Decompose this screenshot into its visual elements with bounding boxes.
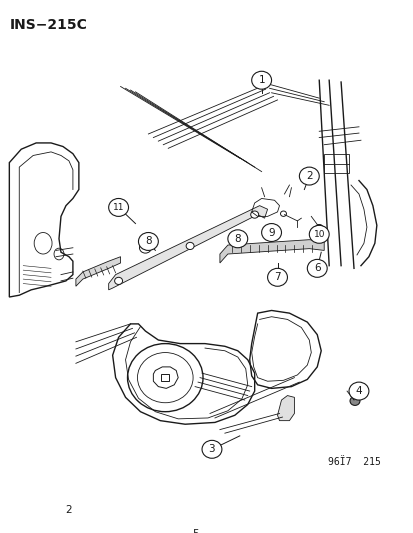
Circle shape — [227, 230, 247, 248]
Text: 7: 7 — [273, 272, 280, 282]
Circle shape — [251, 71, 271, 89]
Text: 11: 11 — [113, 203, 124, 212]
Circle shape — [59, 501, 78, 519]
Text: 8: 8 — [145, 237, 151, 246]
Circle shape — [299, 167, 318, 185]
Circle shape — [261, 223, 281, 241]
Circle shape — [250, 211, 258, 218]
Polygon shape — [219, 240, 323, 263]
Text: 5: 5 — [191, 529, 198, 533]
Text: 9: 9 — [268, 228, 274, 238]
Text: 2: 2 — [305, 171, 312, 181]
Circle shape — [114, 277, 122, 285]
Polygon shape — [76, 257, 120, 286]
Circle shape — [186, 243, 194, 249]
Text: 10: 10 — [313, 230, 324, 239]
Text: INS−215C: INS−215C — [9, 18, 87, 31]
Circle shape — [309, 225, 328, 243]
Circle shape — [349, 397, 359, 406]
Circle shape — [348, 382, 368, 400]
Circle shape — [108, 198, 128, 216]
Text: 96Ї7  215: 96Ї7 215 — [327, 457, 380, 467]
Text: 4: 4 — [355, 386, 361, 396]
Circle shape — [185, 526, 204, 533]
Text: 2: 2 — [66, 505, 72, 515]
Polygon shape — [277, 395, 294, 421]
Polygon shape — [108, 206, 267, 290]
Text: 1: 1 — [258, 75, 264, 85]
Text: 8: 8 — [234, 234, 240, 244]
Circle shape — [306, 260, 326, 277]
Circle shape — [138, 232, 158, 251]
Circle shape — [267, 268, 287, 286]
Circle shape — [202, 440, 221, 458]
Text: 6: 6 — [313, 263, 320, 273]
Text: 3: 3 — [208, 445, 215, 454]
